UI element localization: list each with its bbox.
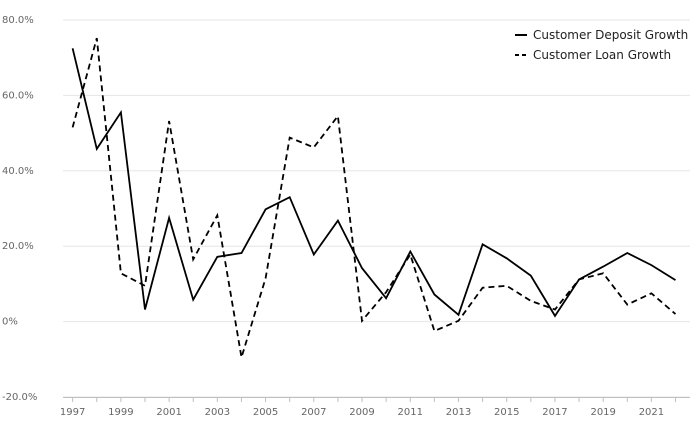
y-tick-label: 60.0%: [2, 90, 34, 101]
series-line-deposit-growth: [71, 48, 676, 318]
x-tick-label: 2017: [542, 407, 567, 418]
y-tick-label: 40.0%: [2, 166, 34, 177]
x-tick-label: 2007: [301, 407, 326, 418]
y-tick-label: 20.0%: [2, 241, 34, 252]
series-line-loan-growth: [71, 37, 677, 358]
y-tick-label: 80.0%: [2, 15, 34, 26]
axes: -20.0% 0% 20.0% 40.0% 60.0% 80.0% 1997 1999 2001…: [2, 15, 690, 418]
y-tick-label: 0%: [2, 317, 18, 328]
legend-label: Customer Loan Growth: [533, 48, 671, 62]
legend-label: Customer Deposit Growth: [533, 28, 688, 42]
x-tick-label: 2009: [349, 407, 374, 418]
y-tick-label: -20.0%: [2, 392, 37, 403]
legend: Customer Deposit Growth Customer Loan Gro…: [515, 28, 688, 62]
x-tick-label: 2011: [398, 407, 423, 418]
series-lines: [71, 37, 677, 358]
x-tick-label: 2001: [156, 407, 181, 418]
x-tick-label: 2005: [253, 407, 278, 418]
x-tick-label: 2015: [494, 407, 519, 418]
x-tick-label: 1997: [60, 407, 85, 418]
x-tick-label: 2019: [590, 407, 615, 418]
x-tick-label: 2021: [639, 407, 664, 418]
x-tick-label: 1999: [108, 407, 133, 418]
x-tick-label: 2013: [446, 407, 471, 418]
x-tick-label: 2003: [205, 407, 230, 418]
